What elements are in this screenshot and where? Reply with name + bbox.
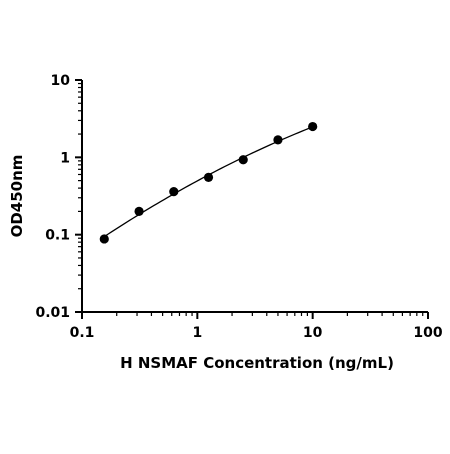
x-ticks bbox=[81, 312, 429, 319]
axes bbox=[81, 80, 428, 313]
y-tick-label: 0.1 bbox=[45, 228, 70, 244]
data-point bbox=[169, 187, 179, 197]
data-point bbox=[203, 172, 214, 183]
y-axis-title: OD450nm bbox=[8, 155, 26, 238]
y-tick-label: 0.01 bbox=[35, 305, 70, 321]
x-tick-labels: 0.1 1 10 100 bbox=[70, 325, 443, 341]
x-tick-label: 1 bbox=[192, 325, 202, 341]
y-tick-labels: 0.01 0.1 1 10 bbox=[35, 73, 70, 321]
x-tick-label: 10 bbox=[303, 325, 323, 341]
data-point bbox=[308, 121, 318, 132]
y-tick-label: 1 bbox=[60, 150, 70, 166]
x-tick-label: 100 bbox=[413, 325, 442, 341]
data-points bbox=[99, 121, 318, 244]
x-tick-label: 0.1 bbox=[70, 325, 95, 341]
data-point bbox=[273, 135, 283, 145]
fit-curve bbox=[100, 126, 313, 240]
y-ticks bbox=[75, 79, 82, 313]
data-point bbox=[238, 155, 248, 165]
data-point bbox=[134, 206, 144, 216]
data-point bbox=[99, 234, 109, 244]
x-axis-title: H NSMAF Concentration (ng/mL) bbox=[120, 354, 394, 372]
y-tick-label: 10 bbox=[51, 73, 71, 89]
